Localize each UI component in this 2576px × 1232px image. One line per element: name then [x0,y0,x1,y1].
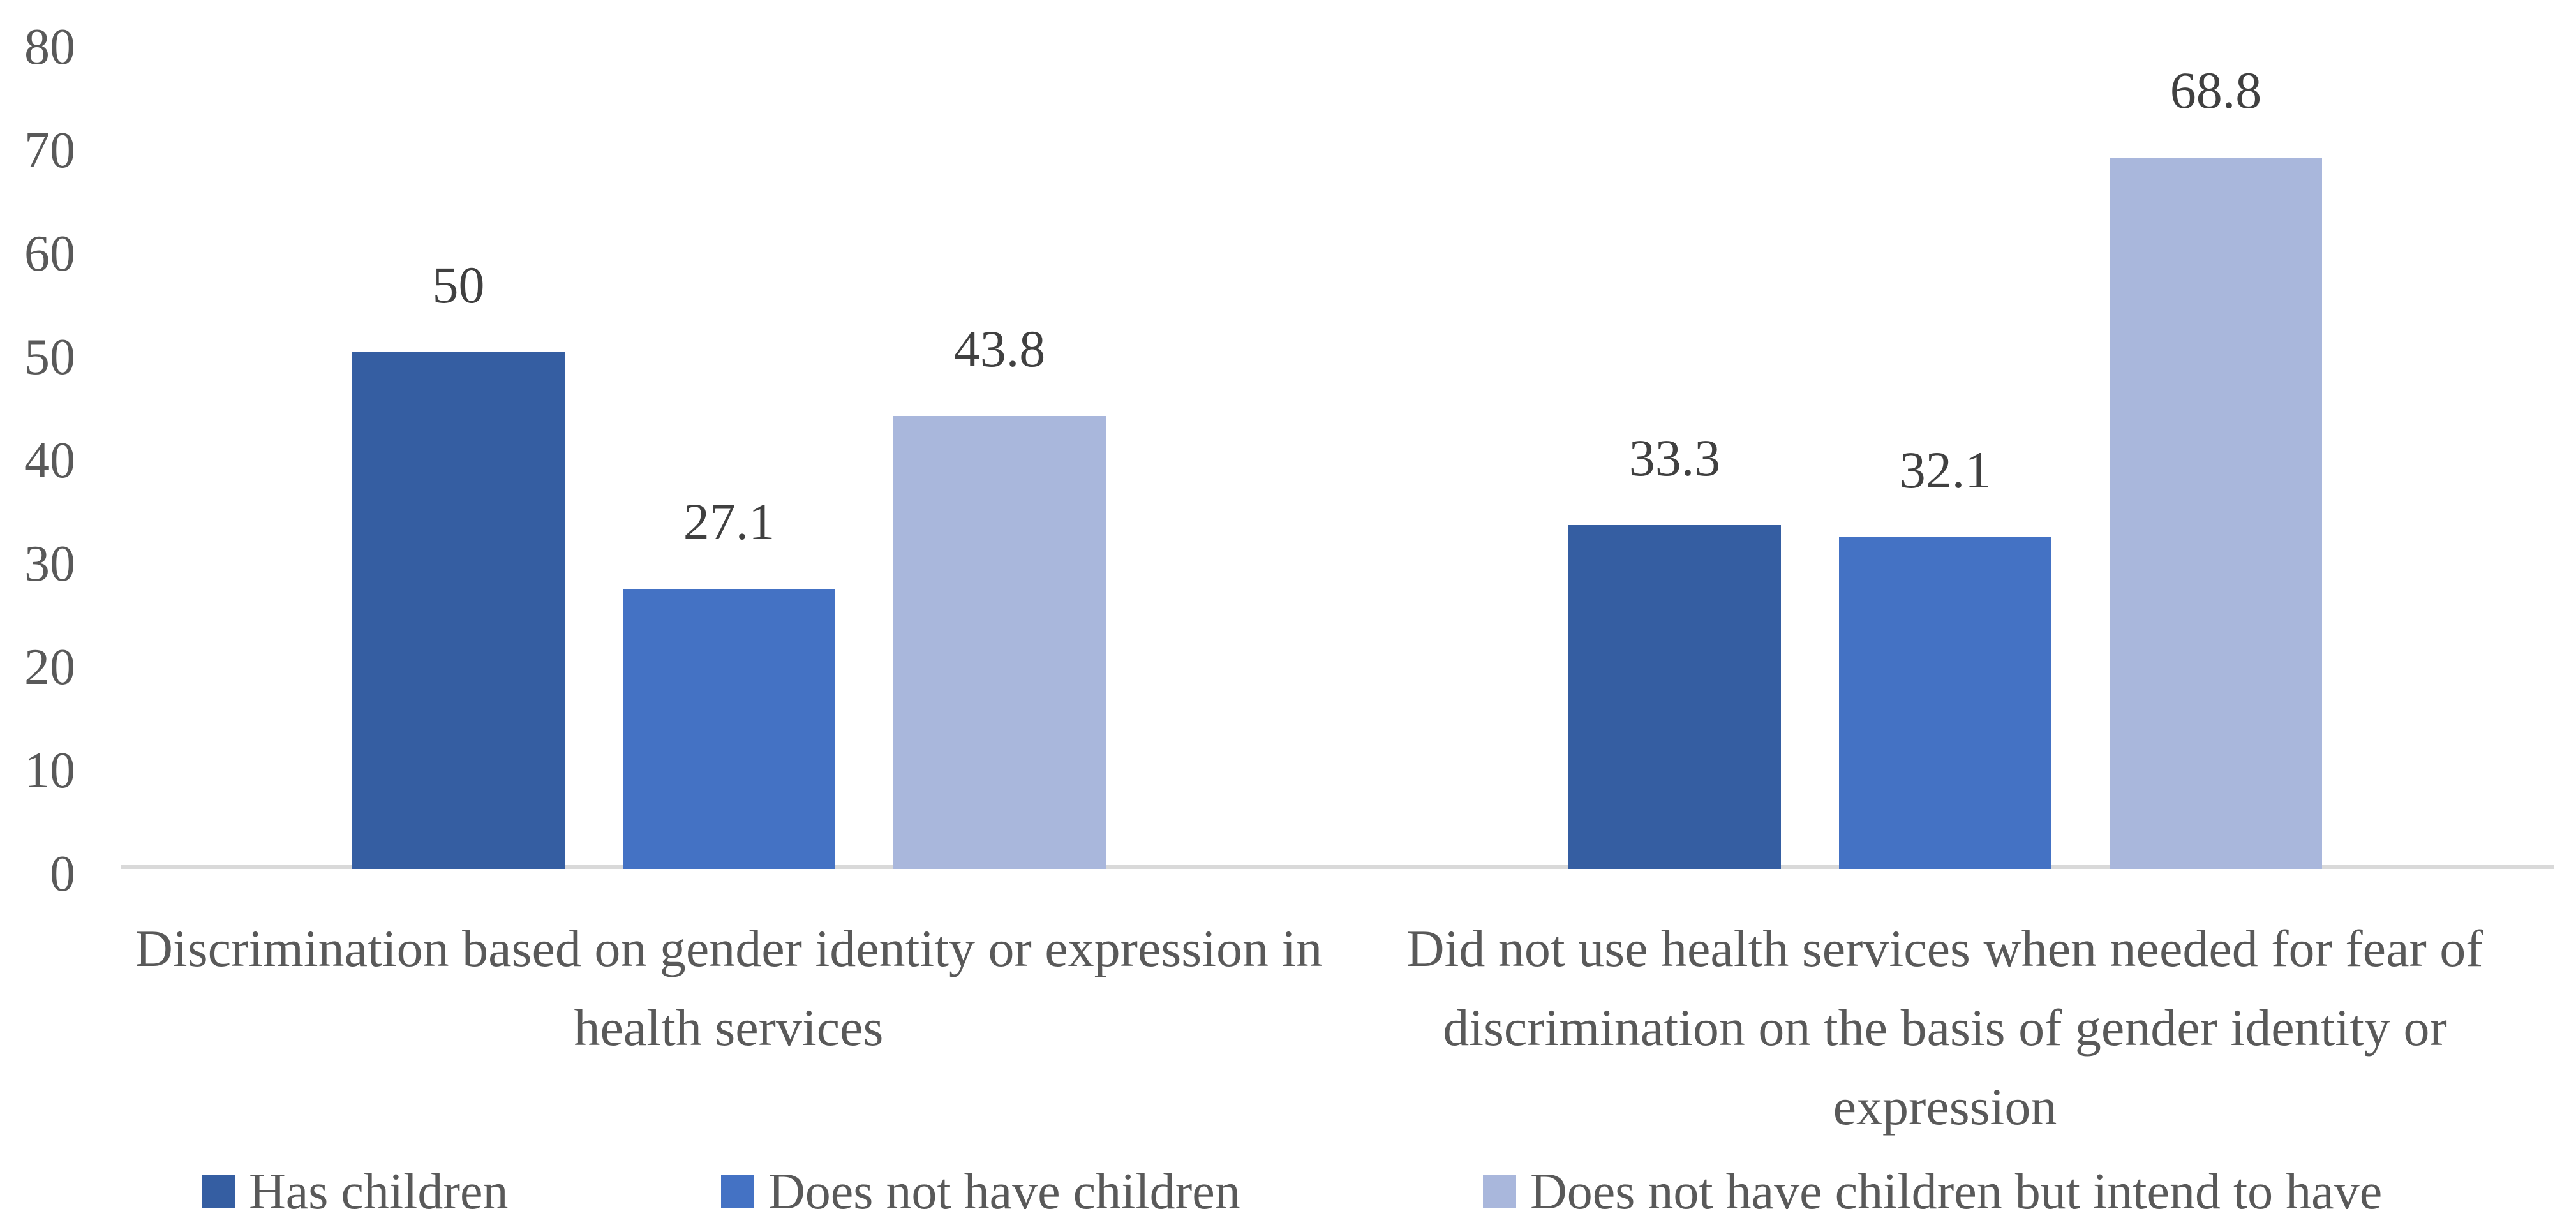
bar-2-2 [1839,537,2051,869]
x-axis-line [121,865,2554,869]
legend-swatch-icon [202,1175,235,1208]
legend-swatch-icon [721,1175,754,1208]
legend-item-3: Does not have children but intend to hav… [1483,1166,2382,1217]
y-axis-tick-label-70: 70 [24,122,75,179]
category-label-2: Did not use health services when needed … [1406,919,2483,1136]
bar-1-3 [893,416,1106,869]
legend-item-2: Does not have children [721,1166,1240,1217]
bar-2-1 [1568,525,1781,869]
y-axis-tick-label-30: 30 [24,536,75,592]
y-axis-tick-label-20: 20 [24,639,75,695]
data-label-2-3: 68.8 [2170,61,2262,119]
legend-label: Has children [249,1164,509,1220]
category-label-1: Discrimination based on gender identity … [135,919,1323,1057]
y-axis-tick-label-40: 40 [24,433,75,489]
bar-1-2 [623,589,835,869]
y-axis-tick-label-10: 10 [24,743,75,799]
data-label-1-3: 43.8 [953,320,1046,378]
data-label-2-2: 32.1 [1899,441,1992,499]
bar-2-3 [2110,158,2322,869]
legend-label: Does not have children [768,1164,1240,1220]
y-axis-tick-label-50: 50 [24,329,75,385]
legend-swatch-icon [1483,1175,1516,1208]
data-label-1-2: 27.1 [683,493,775,551]
legend-item-1: Has children [202,1166,509,1217]
bar-1-1 [352,352,565,869]
y-axis-tick-label-60: 60 [24,226,75,282]
data-label-2-1: 33.3 [1628,429,1721,487]
legend-label: Does not have children but intend to hav… [1530,1164,2383,1220]
y-axis-tick-label-0: 0 [50,846,75,902]
y-axis-tick-label-80: 80 [24,19,75,75]
data-label-1-1: 50 [432,256,485,314]
